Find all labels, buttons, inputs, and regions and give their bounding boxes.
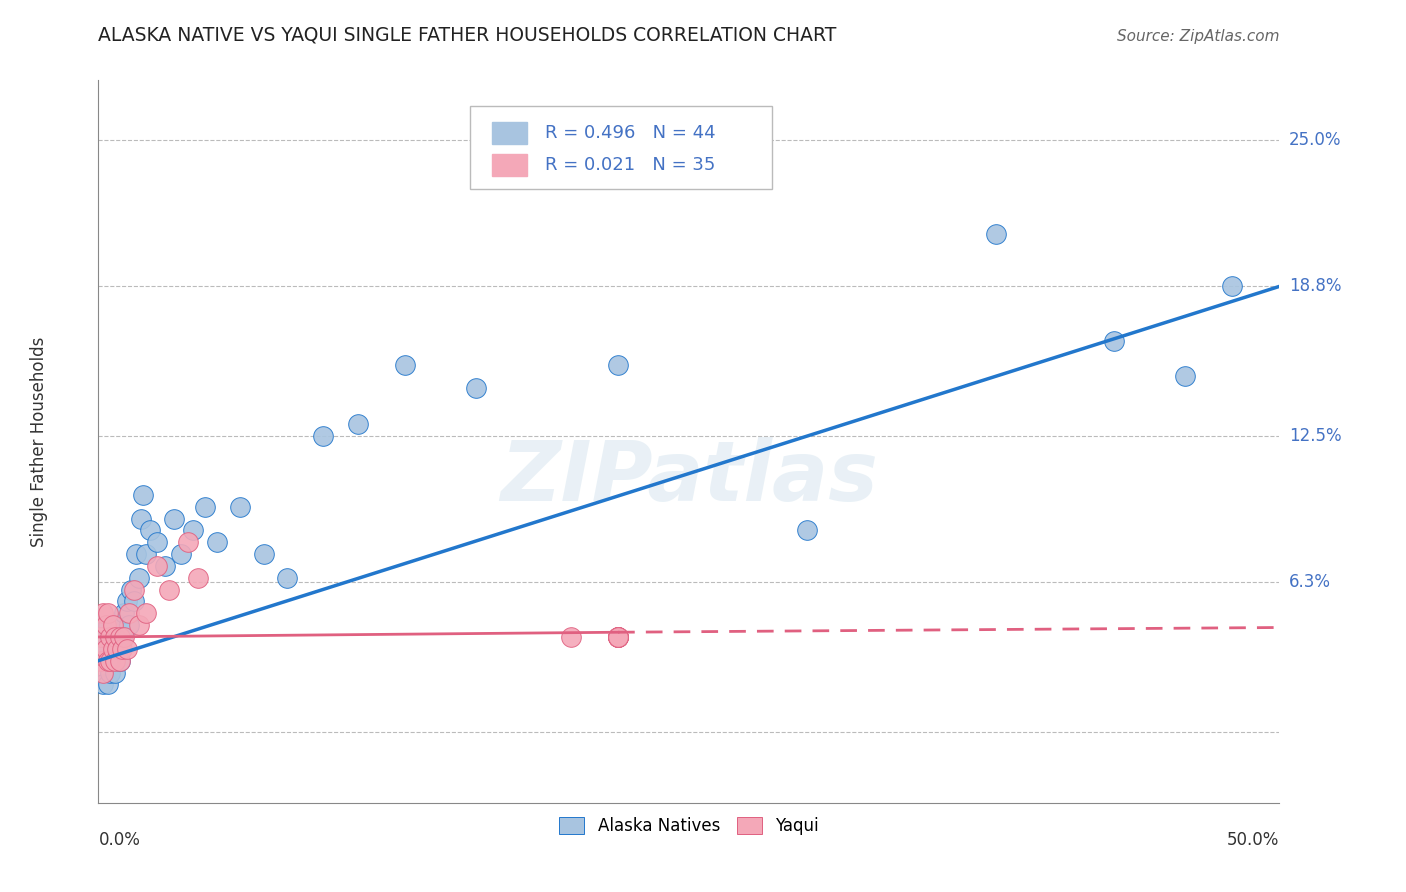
Point xyxy=(98,665,121,680)
Point xyxy=(91,677,114,691)
Point xyxy=(108,630,131,644)
Point xyxy=(163,511,186,525)
Point xyxy=(122,594,145,608)
Point xyxy=(984,227,1007,242)
Point xyxy=(607,358,630,372)
Point xyxy=(98,654,121,668)
Point xyxy=(91,665,114,680)
Point xyxy=(101,618,124,632)
Text: 18.8%: 18.8% xyxy=(1289,277,1341,295)
Point xyxy=(90,654,112,668)
Point xyxy=(146,535,169,549)
Point xyxy=(94,630,117,644)
Text: 6.3%: 6.3% xyxy=(1289,574,1331,591)
Text: ZIPatlas: ZIPatlas xyxy=(501,437,877,518)
Point xyxy=(112,630,135,644)
Point xyxy=(105,641,128,656)
Point xyxy=(104,630,127,644)
Point xyxy=(135,547,157,561)
Point xyxy=(97,618,120,632)
Point xyxy=(122,582,145,597)
Point xyxy=(129,511,152,525)
Text: 12.5%: 12.5% xyxy=(1289,426,1341,444)
Point xyxy=(1174,369,1197,384)
Point xyxy=(101,641,124,656)
Text: ALASKA NATIVE VS YAQUI SINGLE FATHER HOUSEHOLDS CORRELATION CHART: ALASKA NATIVE VS YAQUI SINGLE FATHER HOU… xyxy=(98,25,837,44)
Point xyxy=(104,665,127,680)
Bar xyxy=(492,122,527,144)
Point xyxy=(104,654,127,668)
Point xyxy=(607,630,630,644)
Point xyxy=(121,582,143,597)
Bar xyxy=(492,154,527,176)
Point xyxy=(607,630,630,644)
Point xyxy=(101,654,124,668)
Point xyxy=(177,535,200,549)
Point xyxy=(205,535,228,549)
Text: 50.0%: 50.0% xyxy=(1227,831,1279,849)
Point xyxy=(98,630,121,644)
Point xyxy=(108,618,131,632)
Point xyxy=(94,618,117,632)
Text: 25.0%: 25.0% xyxy=(1289,130,1341,148)
Text: R = 0.496   N = 44: R = 0.496 N = 44 xyxy=(546,124,716,142)
Point xyxy=(118,607,141,621)
Point xyxy=(135,607,157,621)
Text: Source: ZipAtlas.com: Source: ZipAtlas.com xyxy=(1116,29,1279,44)
Point xyxy=(1220,279,1243,293)
Text: 0.0%: 0.0% xyxy=(98,831,141,849)
Point xyxy=(607,630,630,644)
Point xyxy=(607,630,630,644)
Point xyxy=(187,571,209,585)
Point xyxy=(796,524,818,538)
Point xyxy=(105,641,128,656)
Point xyxy=(607,630,630,644)
Point xyxy=(115,594,138,608)
Legend: Alaska Natives, Yaqui: Alaska Natives, Yaqui xyxy=(553,810,825,841)
Point xyxy=(94,641,117,656)
Point xyxy=(170,547,193,561)
Point xyxy=(607,630,630,644)
Point xyxy=(91,607,114,621)
Point xyxy=(194,500,217,514)
Point xyxy=(90,630,112,644)
Point xyxy=(146,558,169,573)
Point xyxy=(111,630,134,644)
Point xyxy=(181,524,204,538)
Point xyxy=(139,524,162,538)
Point xyxy=(118,618,141,632)
Point xyxy=(108,654,131,668)
Point xyxy=(347,417,370,431)
Point xyxy=(465,381,488,395)
Point xyxy=(394,358,416,372)
Point xyxy=(128,618,150,632)
Point xyxy=(157,582,180,597)
Point xyxy=(125,547,148,561)
Point xyxy=(94,641,117,656)
Point xyxy=(560,630,582,644)
Point xyxy=(1102,334,1125,348)
Point xyxy=(112,607,135,621)
Point xyxy=(98,630,121,644)
Point xyxy=(115,641,138,656)
FancyBboxPatch shape xyxy=(471,105,772,189)
Point xyxy=(253,547,276,561)
Text: R = 0.021   N = 35: R = 0.021 N = 35 xyxy=(546,156,716,174)
Point xyxy=(97,654,120,668)
Point xyxy=(132,488,155,502)
Text: Single Father Households: Single Father Households xyxy=(31,336,48,547)
Point xyxy=(97,607,120,621)
Point xyxy=(276,571,298,585)
Point xyxy=(108,654,131,668)
Point xyxy=(153,558,176,573)
Point xyxy=(97,677,120,691)
Point xyxy=(229,500,252,514)
Point xyxy=(111,641,134,656)
Point xyxy=(312,428,335,442)
Point xyxy=(128,571,150,585)
